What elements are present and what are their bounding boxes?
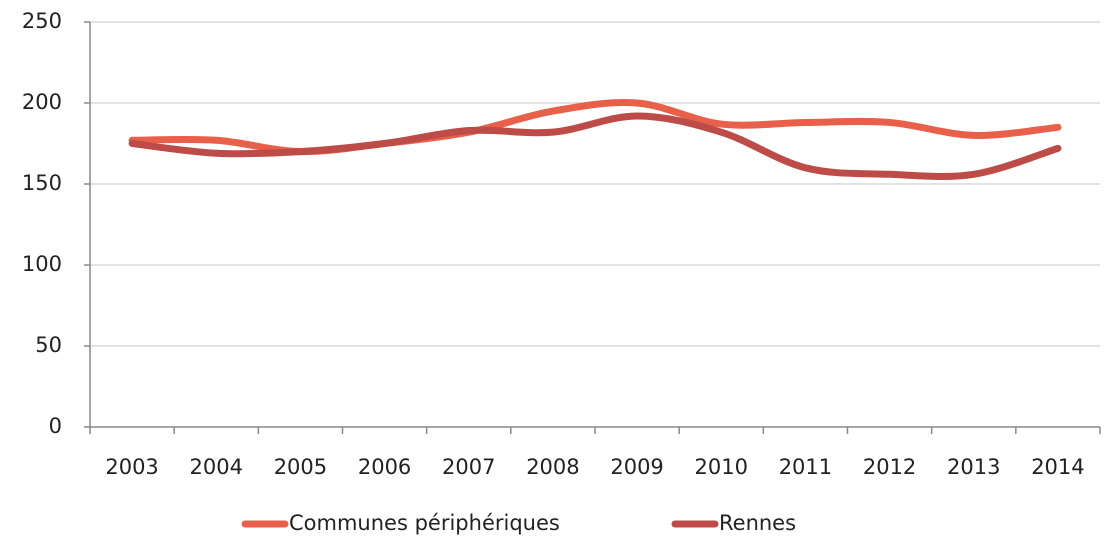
x-tick-label: 2004	[190, 455, 243, 479]
x-tick-label: 2006	[358, 455, 411, 479]
y-tick-label: 200	[22, 90, 62, 114]
y-tick-label: 150	[22, 171, 62, 195]
y-tick-label: 0	[49, 414, 62, 438]
y-tick-label: 50	[35, 333, 62, 357]
x-tick-label: 2014	[1031, 455, 1084, 479]
x-tick-label: 2008	[526, 455, 579, 479]
y-tick-label: 250	[22, 9, 62, 33]
series-line	[128, 99, 1062, 156]
x-tick-label: 2009	[610, 455, 663, 479]
x-tick-label: 2013	[947, 455, 1000, 479]
y-tick-label: 100	[22, 252, 62, 276]
x-tick-label: 2012	[863, 455, 916, 479]
legend-label: Communes périphériques	[289, 511, 560, 535]
legend-label: Rennes	[719, 511, 796, 535]
x-tick-label: 2005	[274, 455, 327, 479]
x-tick-label: 2003	[105, 455, 158, 479]
x-tick-label: 2010	[695, 455, 748, 479]
x-tick-label: 2011	[779, 455, 832, 479]
series-line	[128, 112, 1062, 180]
x-tick-label: 2007	[442, 455, 495, 479]
